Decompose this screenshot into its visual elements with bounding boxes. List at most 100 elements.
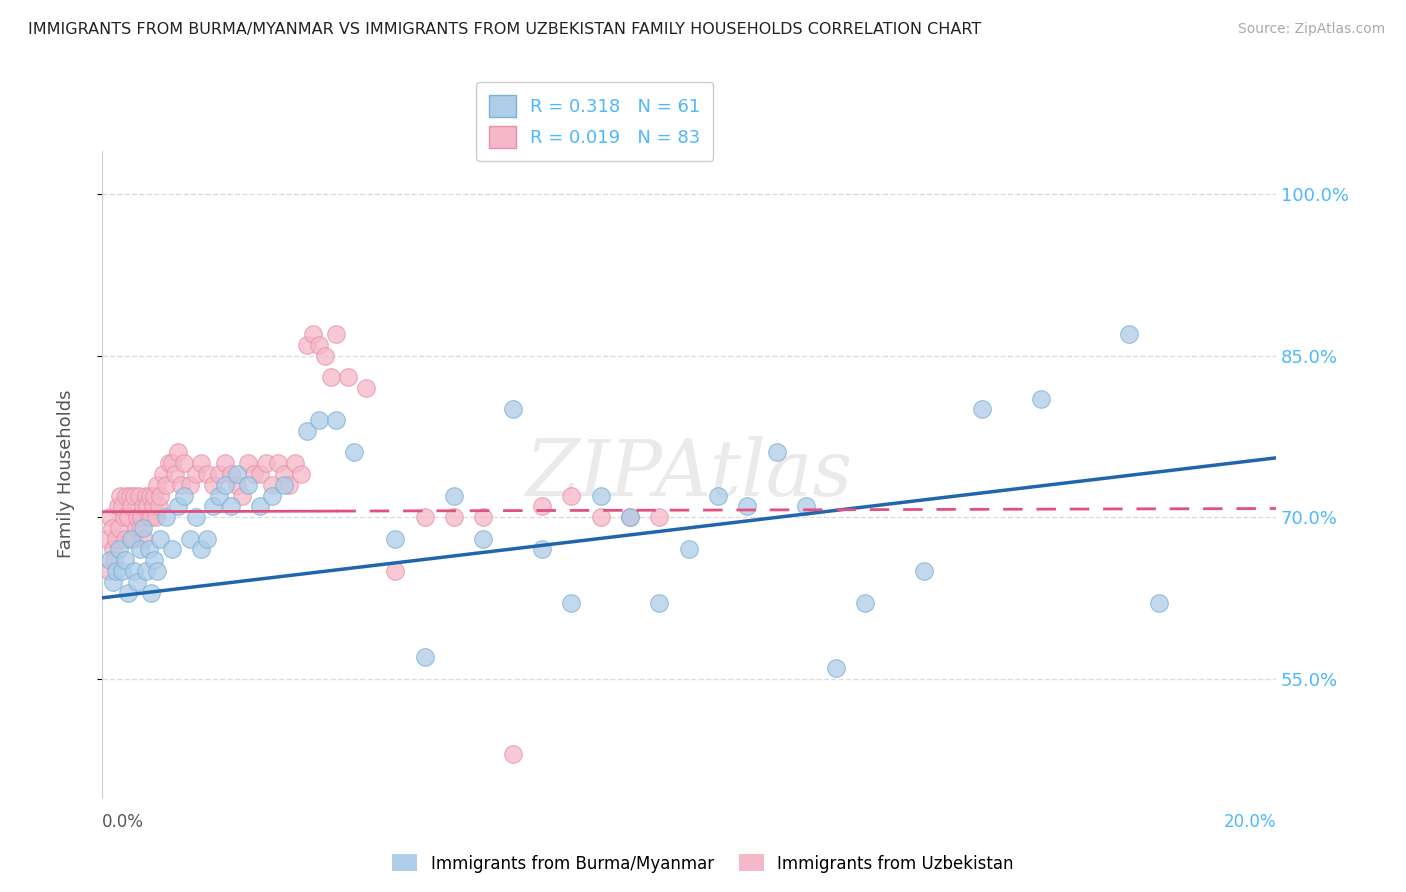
Point <box>208 489 231 503</box>
Point <box>560 489 582 503</box>
Point <box>648 596 671 610</box>
Point <box>173 489 195 503</box>
Text: 20.0%: 20.0% <box>1223 814 1277 831</box>
Point <box>152 467 174 481</box>
Y-axis label: Family Households: Family Households <box>58 390 75 558</box>
Point <box>105 564 128 578</box>
Point <box>136 500 159 514</box>
Point <box>149 489 172 503</box>
Point <box>254 456 277 470</box>
Point <box>125 574 148 589</box>
Point <box>157 456 180 470</box>
Point <box>530 500 553 514</box>
Point <box>1118 326 1140 341</box>
Text: ZIPAtlas: ZIPAtlas <box>526 436 852 512</box>
Point <box>141 585 163 599</box>
Point <box>319 370 342 384</box>
Point <box>149 532 172 546</box>
Point <box>273 478 295 492</box>
Point <box>114 532 136 546</box>
Point <box>337 370 360 384</box>
Point <box>184 510 207 524</box>
Point <box>302 326 325 341</box>
Point <box>284 456 307 470</box>
Point <box>225 478 247 492</box>
Legend: R = 0.318   N = 61, R = 0.019   N = 83: R = 0.318 N = 61, R = 0.019 N = 83 <box>477 82 713 161</box>
Point <box>105 532 128 546</box>
Point <box>619 510 641 524</box>
Point <box>295 424 318 438</box>
Point <box>737 500 759 514</box>
Point <box>117 585 139 599</box>
Point <box>143 489 166 503</box>
Point <box>146 478 169 492</box>
Point <box>167 445 190 459</box>
Point <box>107 500 129 514</box>
Point <box>325 413 347 427</box>
Point <box>413 510 436 524</box>
Point <box>678 542 700 557</box>
Point <box>589 510 612 524</box>
Point <box>972 402 994 417</box>
Point <box>122 564 145 578</box>
Point <box>108 521 131 535</box>
Point <box>155 510 177 524</box>
Point <box>278 478 301 492</box>
Point <box>112 510 135 524</box>
Point <box>184 467 207 481</box>
Point <box>314 349 336 363</box>
Point <box>912 564 935 578</box>
Point <box>824 661 846 675</box>
Point <box>502 402 524 417</box>
Point <box>195 532 218 546</box>
Point <box>472 510 495 524</box>
Point <box>308 413 330 427</box>
Point <box>1147 596 1170 610</box>
Point <box>384 532 406 546</box>
Point <box>267 456 290 470</box>
Point <box>472 532 495 546</box>
Point <box>103 553 125 567</box>
Text: Source: ZipAtlas.com: Source: ZipAtlas.com <box>1237 22 1385 37</box>
Text: 0.0%: 0.0% <box>101 814 143 831</box>
Point <box>325 326 347 341</box>
Point <box>707 489 730 503</box>
Point <box>118 489 141 503</box>
Point <box>619 510 641 524</box>
Point <box>1029 392 1052 406</box>
Text: IMMIGRANTS FROM BURMA/MYANMAR VS IMMIGRANTS FROM UZBEKISTAN FAMILY HOUSEHOLDS CO: IMMIGRANTS FROM BURMA/MYANMAR VS IMMIGRA… <box>28 22 981 37</box>
Point <box>100 521 122 535</box>
Point <box>103 574 125 589</box>
Point <box>96 532 118 546</box>
Point <box>443 489 465 503</box>
Point <box>131 510 153 524</box>
Point <box>139 489 162 503</box>
Point <box>179 478 201 492</box>
Point <box>167 500 190 514</box>
Point <box>128 489 150 503</box>
Point <box>214 478 236 492</box>
Point <box>273 467 295 481</box>
Point <box>231 489 253 503</box>
Point <box>794 500 817 514</box>
Point <box>100 510 122 524</box>
Point <box>138 510 160 524</box>
Point <box>124 521 146 535</box>
Point <box>135 564 157 578</box>
Point <box>238 478 260 492</box>
Point <box>249 467 271 481</box>
Point <box>142 500 165 514</box>
Point <box>290 467 312 481</box>
Point <box>103 542 125 557</box>
Point <box>202 478 225 492</box>
Point <box>648 510 671 524</box>
Point <box>160 542 183 557</box>
Point <box>249 500 271 514</box>
Point <box>238 456 260 470</box>
Point <box>111 564 134 578</box>
Point <box>219 500 242 514</box>
Point <box>354 381 377 395</box>
Point <box>163 467 186 481</box>
Point <box>114 553 136 567</box>
Point <box>141 510 163 524</box>
